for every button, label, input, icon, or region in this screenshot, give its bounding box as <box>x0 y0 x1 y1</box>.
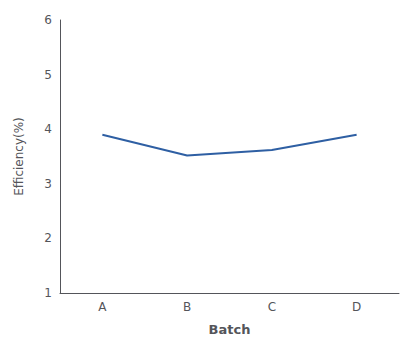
svg-text:5: 5 <box>44 68 52 82</box>
svg-text:1: 1 <box>44 286 52 300</box>
svg-text:Efficiency(%): Efficiency(%) <box>12 117 26 196</box>
svg-text:6: 6 <box>44 13 52 27</box>
svg-text:C: C <box>268 300 276 314</box>
svg-text:A: A <box>98 300 107 314</box>
svg-text:2: 2 <box>44 231 52 245</box>
svg-text:Batch: Batch <box>209 322 251 337</box>
svg-text:4: 4 <box>44 122 52 136</box>
svg-text:3: 3 <box>44 177 52 191</box>
svg-text:B: B <box>183 300 191 314</box>
svg-text:D: D <box>352 300 361 314</box>
